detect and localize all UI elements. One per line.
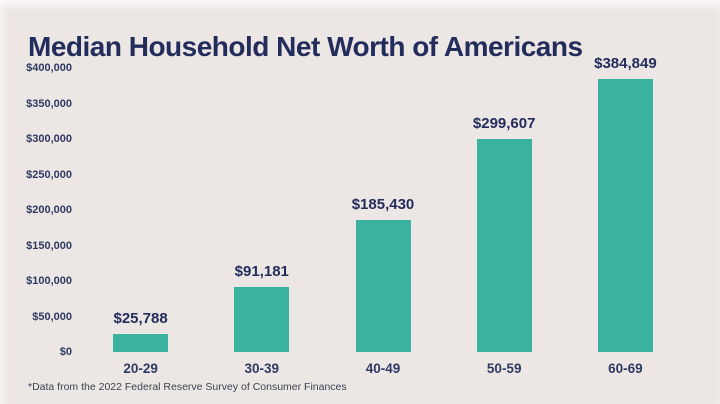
bar-30-39: [234, 287, 290, 352]
bar-value-label: $185,430: [351, 196, 415, 214]
x-axis-label: 60-69: [608, 361, 643, 376]
y-axis-tick-label: $0: [59, 346, 72, 358]
bar-20-29: [113, 333, 169, 352]
bar-value-label: $91,181: [234, 263, 289, 281]
y-axis-tick-label: $250,000: [26, 168, 72, 181]
bar-50-59: [476, 139, 532, 352]
x-axis-label: 50-59: [486, 361, 522, 376]
y-axis-tick-label: $150,000: [26, 239, 72, 252]
y-axis-tick-label: $400,000: [26, 62, 72, 74]
y-axis-tick-label: $100,000: [26, 275, 72, 287]
chart-title: Median Household Net Worth of Americans: [28, 30, 583, 62]
bar-40-49: [355, 220, 411, 352]
y-axis-tick-label: $300,000: [26, 133, 72, 145]
bar-value-label: $25,788: [113, 309, 168, 327]
y-axis-tick-label: $50,000: [32, 310, 72, 323]
bar-value-label: $299,607: [472, 115, 536, 133]
bar-value-label: $384,849: [594, 54, 657, 72]
y-axis-tick-label: $200,000: [26, 204, 72, 216]
y-axis: $400,000 $350,000 $300,000 $250,000 $200,000…: [0, 0, 72, 404]
bar-60-69: [597, 78, 653, 352]
y-axis-tick-label: $350,000: [26, 97, 72, 110]
x-axis-label: 30-39: [244, 361, 280, 376]
x-axis-label: 40-49: [365, 361, 401, 376]
source-footnote: *Data from the 2022 Federal Reserve Surv…: [28, 381, 347, 393]
x-axis-label: 20-29: [123, 361, 158, 376]
